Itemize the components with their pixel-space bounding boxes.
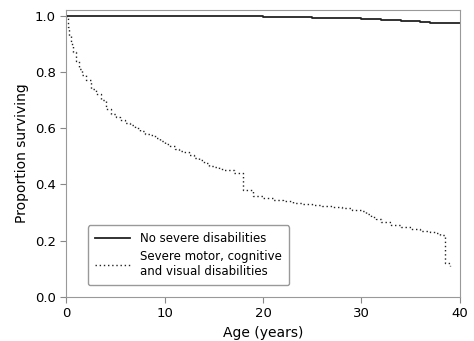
Y-axis label: Proportion surviving: Proportion surviving [15,84,29,223]
X-axis label: Age (years): Age (years) [223,326,303,340]
Legend: No severe disabilities, Severe motor, cognitive
and visual disabilities: No severe disabilities, Severe motor, co… [88,225,289,285]
